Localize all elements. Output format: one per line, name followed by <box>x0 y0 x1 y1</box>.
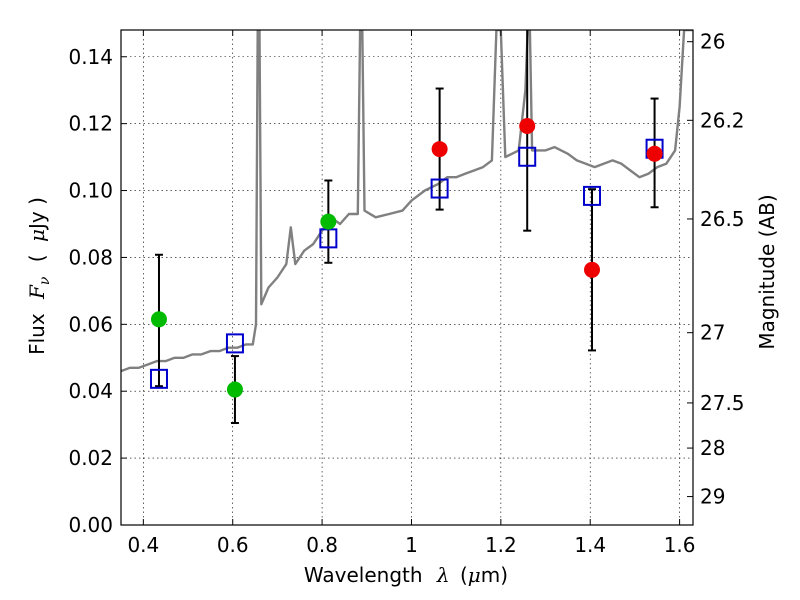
observed-flux-point <box>150 311 167 328</box>
y-axis-title-subscript: ν <box>37 276 53 285</box>
x-tick-label: 0.8 <box>306 533 338 557</box>
x-tick-label: 0.6 <box>217 533 249 557</box>
observed-flux-point <box>646 145 663 162</box>
plot-frame <box>120 29 694 526</box>
y-axis-title-unit-rest: Jy ) <box>25 197 49 231</box>
magnitude-tick-label: 27 <box>700 321 725 345</box>
x-tick-label: 1.6 <box>664 533 696 557</box>
grid <box>121 30 693 525</box>
y-axis-title-symbol: F <box>25 284 49 300</box>
y-tick-label: 0.10 <box>68 179 113 203</box>
x-axis-title-unit-symbol: μ <box>468 563 481 587</box>
y-axis-title-unit-open: ( <box>25 254 49 262</box>
observed-flux-point <box>584 261 601 278</box>
spectrum-line <box>121 30 693 373</box>
magnitude-tick-label: 26.2 <box>700 108 745 132</box>
observed-flux-point <box>320 213 337 230</box>
model-flux-square <box>225 333 244 354</box>
model-flux-square <box>518 146 537 167</box>
observed-flux-point <box>519 117 536 134</box>
magnitude-tick-label: 26 <box>700 30 725 54</box>
y-tick-label: 0.12 <box>68 112 113 136</box>
magnitude-tick-label: 29 <box>700 485 725 509</box>
observed-flux-point <box>226 381 243 398</box>
observed-flux-point <box>431 141 448 158</box>
x-tick-labels: 0.4 0.6 0.8 1 1.2 1.4 1.6 <box>127 533 695 557</box>
spectrum-layer <box>121 30 693 373</box>
magnitude-tick-labels: 26 26.2 26.5 27 27.5 28 29 <box>700 30 745 509</box>
x-tick-label: 1.4 <box>574 533 606 557</box>
magnitude-tick-label: 28 <box>700 436 725 460</box>
y-tick-label: 0.00 <box>68 513 113 537</box>
y-tick-label: 0.06 <box>68 312 113 336</box>
model-flux-square <box>583 185 602 206</box>
x-axis-title: Wavelength λ (μm) <box>304 563 508 587</box>
plot-area <box>121 30 693 525</box>
magnitude-tick-label: 27.5 <box>700 391 745 415</box>
x-axis-title-symbol: λ <box>436 563 450 587</box>
y-axis-title: Flux Fν ( μJy ) <box>25 197 54 355</box>
marker-layer <box>149 117 664 398</box>
y-axis-title-unit-symbol: μ <box>25 229 49 242</box>
x-tick-label: 0.4 <box>127 533 159 557</box>
model-flux-square <box>430 178 449 199</box>
model-flux-square <box>149 368 168 389</box>
y-tick-label: 0.04 <box>68 379 113 403</box>
y-tick-label: 0.14 <box>68 45 113 69</box>
x-axis-title-unit-open: ( <box>460 563 468 587</box>
x-axis-title-unit-rest: m) <box>481 563 508 587</box>
y-axis-title-prefix: Flux <box>25 313 49 355</box>
x-tick-label: 1.2 <box>485 533 517 557</box>
y-tick-labels: 0.00 0.02 0.04 0.06 0.08 0.10 0.12 0.14 <box>68 45 113 537</box>
y-tick-label: 0.08 <box>68 245 113 269</box>
x-axis-title-prefix: Wavelength <box>304 563 423 587</box>
magnitude-tick-label: 26.5 <box>700 207 745 231</box>
y-tick-label: 0.02 <box>68 446 113 470</box>
x-tick-label: 1 <box>405 533 418 557</box>
magnitude-axis-title: Magnitude (AB) <box>755 194 779 349</box>
